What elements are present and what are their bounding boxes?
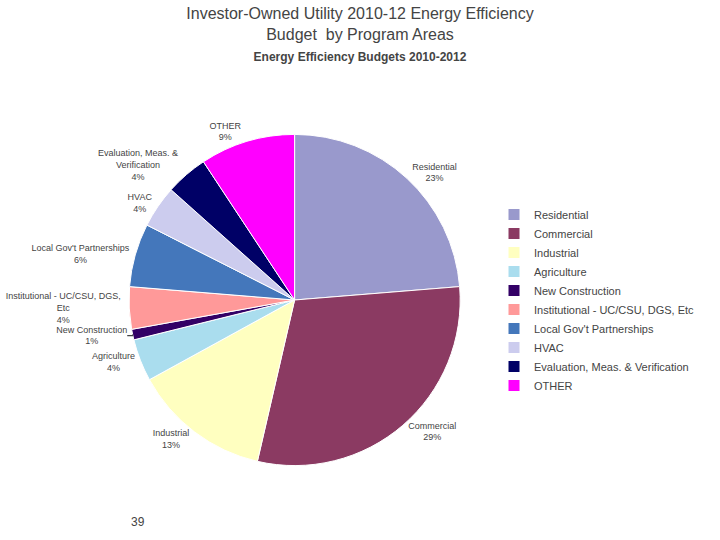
svg-text:Residential: Residential [534,209,588,221]
svg-text:Agriculture4%: Agriculture4% [92,351,135,373]
svg-text:HVAC: HVAC [534,342,564,354]
svg-text:HVAC4%: HVAC4% [128,192,153,214]
svg-text:Agriculture: Agriculture [534,266,587,278]
svg-text:Industrial: Industrial [534,247,579,259]
svg-text:Evaluation, Meas. &Verificatio: Evaluation, Meas. &Verification4% [98,148,178,181]
svg-text:Industrial13%: Industrial13% [153,428,190,450]
svg-text:Evaluation, Meas. & Verificati: Evaluation, Meas. & Verification [534,361,689,373]
svg-text:New Construction: New Construction [534,285,621,297]
svg-text:Commercial29%: Commercial29% [408,421,456,443]
svg-text:Residential23%: Residential23% [412,162,457,184]
svg-text:Commercial: Commercial [534,228,593,240]
svg-text:New Construction1%: New Construction1% [56,325,127,347]
svg-text:OTHER9%: OTHER9% [210,121,242,143]
svg-text:Local Gov't Partnerships6%: Local Gov't Partnerships6% [32,243,130,265]
svg-text:OTHER: OTHER [534,380,573,392]
svg-text:39: 39 [131,515,145,529]
svg-text:Investor-Owned Utility 2010-12: Investor-Owned Utility 2010-12 Energy Ef… [186,5,533,64]
svg-text:Institutional - UC/CSU, DGS, E: Institutional - UC/CSU, DGS, Etc [534,304,694,316]
svg-text:Institutional - UC/CSU, DGS,Et: Institutional - UC/CSU, DGS,Etc4% [6,291,121,324]
svg-text:Local Gov't Partnerships: Local Gov't Partnerships [534,323,654,335]
